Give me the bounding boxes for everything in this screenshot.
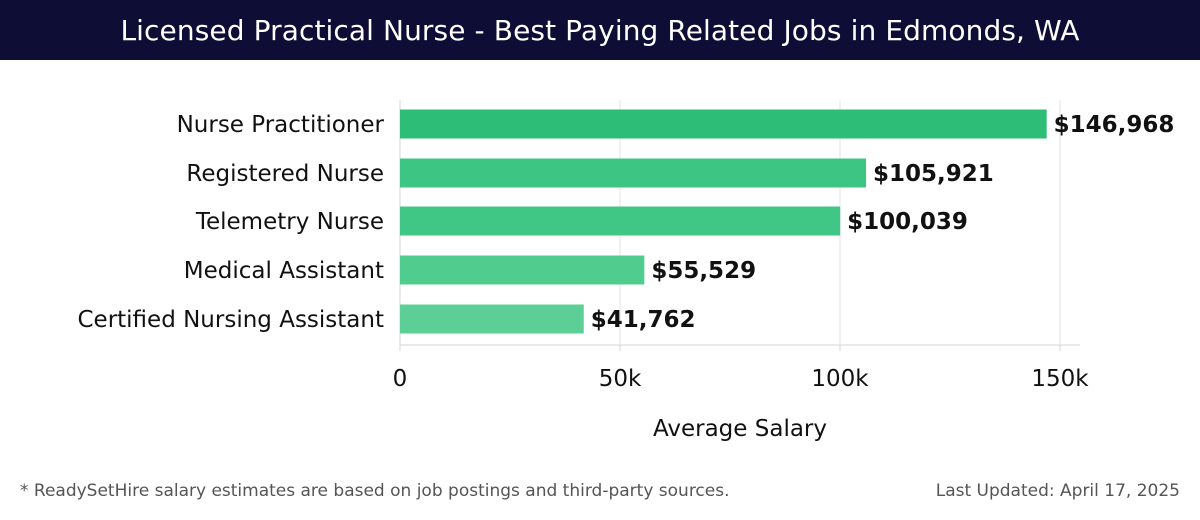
bar-1 [400,158,867,188]
value-label-3: $55,529 [651,258,756,284]
tick-label-2: 100k [811,366,869,392]
tick-label-1: 50k [599,366,642,392]
bar-3 [400,255,645,285]
category-labels: Nurse Practitioner Registered Nurse Teleme… [77,112,384,333]
category-label-2: Telemetry Nurse [195,209,384,235]
bar-2 [400,206,841,236]
x-tick-labels: 0 50k 100k 150k [393,345,1089,392]
chart-title-bar: Licensed Practical Nurse - Best Paying R… [0,0,1200,60]
bar-chart: Nurse Practitioner Registered Nurse Teleme… [77,100,1175,442]
bars-group [400,109,1047,334]
tick-label-0: 0 [393,366,408,392]
x-axis-title: Average Salary [653,416,827,442]
value-label-1: $105,921 [873,161,994,187]
value-label-0: $146,968 [1054,112,1175,138]
value-label-2: $100,039 [847,209,968,235]
category-label-3: Medical Assistant [184,258,384,284]
category-label-4: Certified Nursing Assistant [77,307,384,333]
chart-title: Licensed Practical Nurse - Best Paying R… [120,13,1080,47]
footer-note: * ReadySetHire salary estimates are base… [20,481,730,501]
value-label-4: $41,762 [591,307,696,333]
tick-label-3: 150k [1031,366,1089,392]
category-label-0: Nurse Practitioner [177,112,385,138]
bar-0 [400,109,1047,139]
value-labels: $146,968 $105,921 $100,039 $55,529 $41,762 [591,112,1175,333]
category-label-1: Registered Nurse [186,161,384,187]
bar-4 [400,304,584,334]
last-updated: Last Updated: April 17, 2025 [935,481,1180,501]
